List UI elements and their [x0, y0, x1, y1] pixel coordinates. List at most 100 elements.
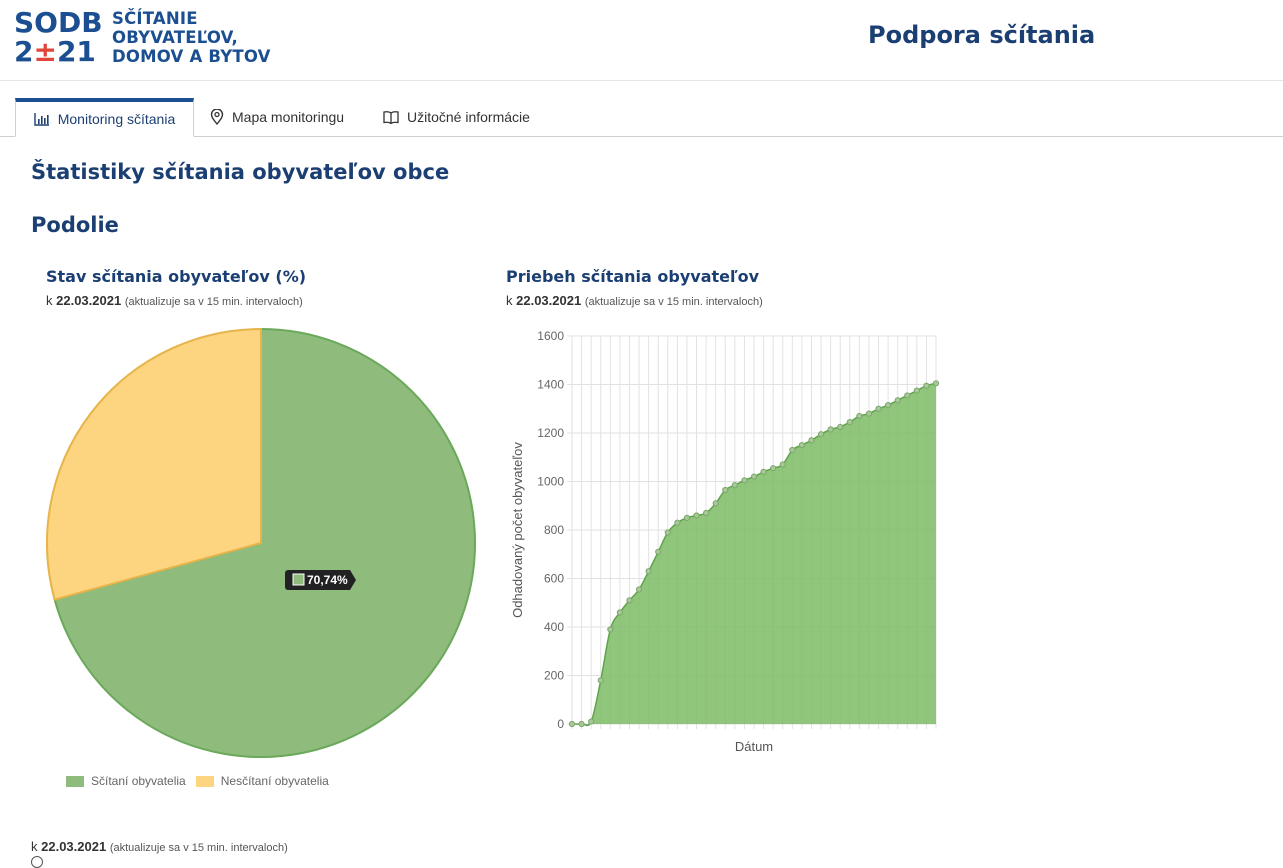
data-point[interactable]	[664, 529, 671, 536]
data-point[interactable]	[607, 626, 614, 633]
data-point[interactable]	[731, 482, 738, 489]
site-header: SODB 2±21 SČÍTANIE OBYVATEĽOV, DOMOV A B…	[0, 0, 1283, 81]
asof-note: (aktualizuje sa v 15 min. intervaloch)	[124, 296, 303, 308]
legend-label: Sčítaní obyvatelia	[91, 774, 186, 788]
data-point[interactable]	[913, 387, 920, 394]
asof-date: 22.03.2021	[56, 293, 122, 308]
asof-note: (aktualizuje sa v 15 min. intervaloch)	[109, 842, 288, 854]
legend-item-counted[interactable]: Sčítaní obyvatelia	[66, 774, 186, 788]
data-point[interactable]	[578, 720, 585, 728]
data-point[interactable]	[674, 519, 681, 526]
data-point[interactable]	[827, 426, 834, 433]
book-icon	[383, 110, 399, 124]
data-point[interactable]	[789, 446, 796, 454]
data-point[interactable]	[856, 412, 863, 420]
header-title: Podpora sčítania	[868, 21, 1096, 49]
logo-text-line2: OBYVATEĽOV,	[112, 28, 238, 47]
data-point[interactable]	[655, 548, 662, 555]
info-icon	[31, 856, 43, 868]
data-point[interactable]	[588, 718, 595, 725]
legend-swatch-green	[66, 775, 84, 787]
bar-chart-icon	[34, 112, 50, 126]
logo-text-line3: DOMOV A BYTOV	[112, 47, 271, 66]
data-point[interactable]	[846, 418, 853, 426]
y-tick-label: 1200	[537, 426, 564, 440]
y-tick-label: 1000	[537, 475, 564, 489]
data-point[interactable]	[808, 437, 815, 444]
data-point[interactable]	[865, 410, 873, 417]
pie-slice-counted[interactable]	[53, 327, 476, 758]
data-point[interactable]	[760, 468, 767, 475]
data-point[interactable]	[683, 514, 691, 521]
y-tick-label: 1400	[537, 378, 564, 392]
data-point[interactable]	[750, 473, 758, 480]
x-axis-label: Dátum	[735, 739, 773, 754]
y-tick-label: 800	[544, 523, 564, 537]
tab-informacie[interactable]: Užitočné informácie	[383, 98, 530, 136]
data-point[interactable]	[875, 405, 882, 412]
pie-tooltip-label: 70,74%	[307, 573, 348, 587]
data-point[interactable]	[817, 431, 825, 438]
data-point[interactable]	[712, 500, 719, 507]
asof-date: 22.03.2021	[41, 839, 107, 854]
map-pin-icon	[210, 109, 224, 125]
pie-asof: k 22.03.2021 (aktualizuje sa v 15 min. i…	[46, 293, 303, 308]
pie-legend: Sčítaní obyvatelia Nesčítaní obyvatelia	[66, 774, 339, 788]
y-tick-label: 0	[557, 717, 564, 731]
area-fill	[572, 383, 936, 726]
tab-bar: Monitoring sčítania Mapa monitoringu Uži…	[0, 98, 1283, 137]
data-point[interactable]	[693, 512, 700, 519]
data-point[interactable]	[885, 402, 892, 409]
data-point[interactable]	[770, 465, 777, 472]
data-point[interactable]	[722, 486, 729, 494]
data-point[interactable]	[616, 609, 623, 616]
tab-label: Monitoring sčítania	[57, 111, 176, 127]
data-point[interactable]	[597, 677, 604, 684]
line-chart-title: Priebeh sčítania obyvateľov	[506, 267, 760, 286]
data-point[interactable]	[779, 461, 786, 468]
data-point[interactable]	[635, 586, 643, 593]
asof-date: 22.03.2021	[516, 293, 582, 308]
sodb-logo[interactable]: SODB 2±21 SČÍTANIE OBYVATEĽOV, DOMOV A B…	[14, 8, 271, 68]
y-tick-label: 1600	[537, 329, 564, 343]
data-point[interactable]	[568, 720, 576, 728]
tab-label: Mapa monitoringu	[232, 109, 345, 125]
data-point[interactable]	[798, 442, 805, 449]
data-point[interactable]	[626, 597, 633, 604]
y-tick-label: 400	[544, 620, 564, 634]
legend-swatch-yellow	[195, 775, 214, 787]
page-title: Štatistiky sčítania obyvateľov obce	[31, 160, 450, 184]
data-point[interactable]	[904, 392, 911, 399]
logo-line1: SODB	[14, 6, 103, 39]
logo-plus-minus-icon: ±	[33, 35, 57, 68]
logo-line2-a: 2	[14, 35, 34, 68]
logo-text-line1: SČÍTANIE	[112, 9, 198, 28]
legend-label: Nesčítaní obyvatelia	[220, 774, 329, 788]
y-axis-label: Odhadovaný počet obyvateľov	[510, 442, 525, 618]
asof-prefix: k	[31, 839, 38, 854]
pie-slice-uncounted[interactable]	[46, 327, 262, 601]
asof-prefix: k	[506, 293, 513, 308]
data-point[interactable]	[894, 397, 901, 404]
y-tick-label: 600	[544, 572, 564, 586]
asof-note: (aktualizuje sa v 15 min. intervaloch)	[584, 296, 763, 308]
data-point[interactable]	[932, 380, 940, 387]
tab-monitoring[interactable]: Monitoring sčítania	[15, 98, 194, 137]
tab-label: Užitočné informácie	[407, 109, 530, 125]
footer-asof: k 22.03.2021 (aktualizuje sa v 15 min. i…	[31, 839, 288, 854]
area-chart[interactable]: 0 200 400 600 800 1000 1200 1400 1600 Dátum Odhado…	[500, 322, 950, 762]
y-tick-label: 200	[544, 669, 564, 683]
data-point[interactable]	[923, 382, 930, 389]
legend-item-uncounted[interactable]: Nesčítaní obyvatelia	[195, 774, 329, 788]
tab-mapa[interactable]: Mapa monitoringu	[210, 98, 344, 136]
pie-chart[interactable]: 70,74%	[40, 322, 485, 767]
pie-chart-title: Stav sčítania obyvateľov (%)	[46, 267, 307, 286]
data-point[interactable]	[703, 509, 710, 517]
data-point[interactable]	[645, 568, 652, 575]
municipality-name: Podolie	[31, 213, 119, 237]
logo-mark: SODB 2±21	[14, 8, 103, 68]
data-point[interactable]	[741, 477, 748, 484]
logo-text: SČÍTANIE OBYVATEĽOV, DOMOV A BYTOV	[112, 9, 271, 68]
line-asof: k 22.03.2021 (aktualizuje sa v 15 min. i…	[506, 293, 763, 308]
data-point[interactable]	[837, 423, 844, 431]
